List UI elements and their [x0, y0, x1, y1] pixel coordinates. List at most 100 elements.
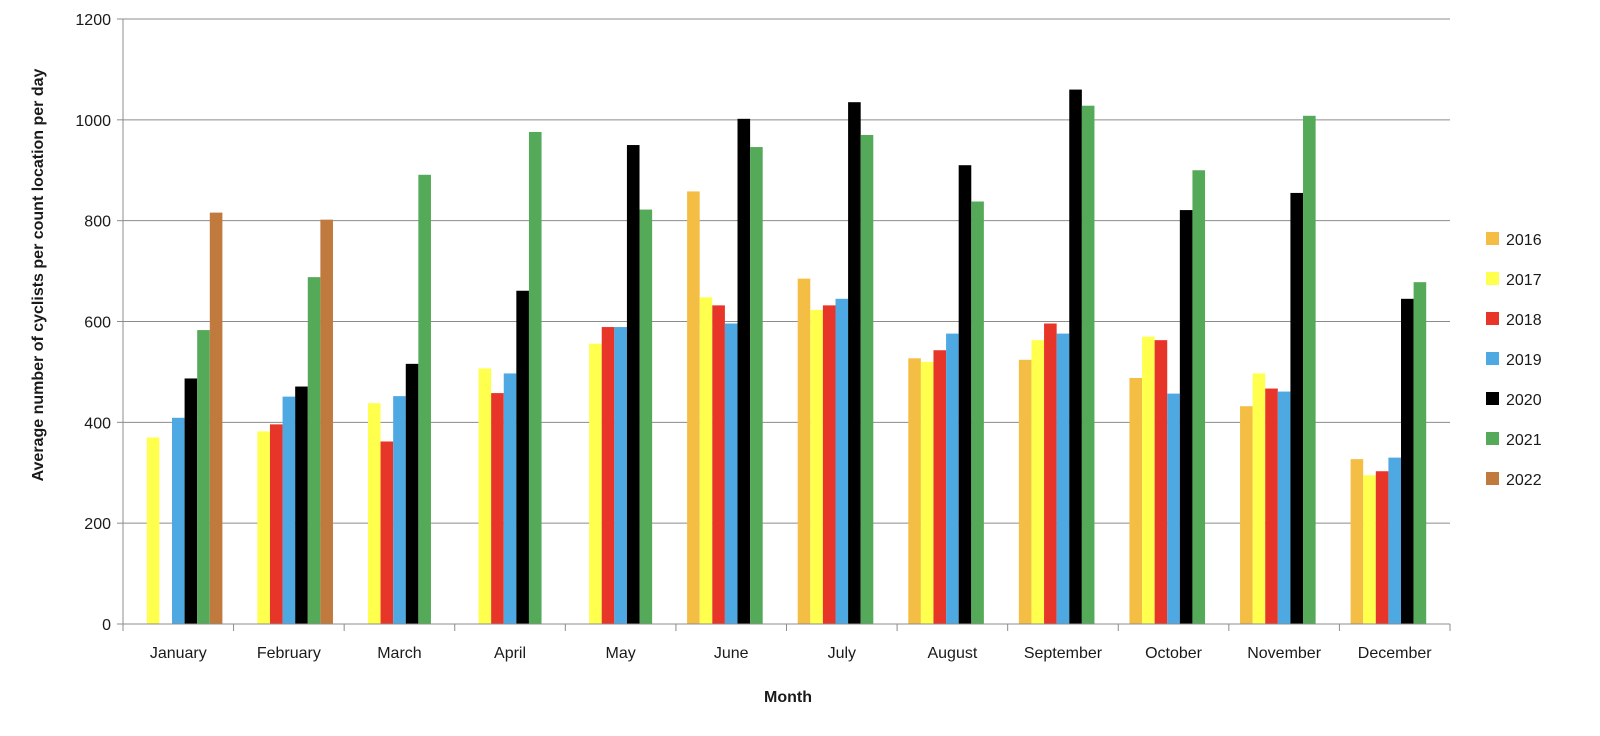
legend-label-2017: 2017: [1506, 272, 1542, 289]
bar-2017-december: [1363, 475, 1376, 624]
legend-swatch-2020: [1486, 392, 1499, 405]
bar-2021-september: [1081, 105, 1095, 624]
bar-2018-february: [269, 424, 283, 624]
bar-2018-june: [712, 305, 725, 624]
bar-2019-april: [503, 373, 517, 624]
bar-2021-may: [639, 209, 653, 624]
bar-2020-may: [626, 145, 640, 624]
bar-2020-february: [295, 386, 308, 624]
legend-swatch-2017: [1486, 272, 1499, 285]
bar-2018-august: [933, 350, 947, 624]
legend-swatch-2019: [1486, 352, 1499, 365]
x-tick-label: October: [1145, 645, 1203, 662]
bar-2017-january: [146, 437, 160, 624]
bar-2019-june: [724, 323, 738, 624]
legend-swatch-2018: [1486, 312, 1499, 325]
bar-2020-march: [405, 363, 419, 624]
legend-swatch-2016: [1486, 232, 1499, 245]
x-tick-label: July: [828, 645, 856, 662]
bar-2019-september: [1056, 333, 1070, 624]
legend-label-2021: 2021: [1506, 432, 1542, 449]
bar-2021-february: [307, 277, 321, 624]
bar-2018-september: [1044, 323, 1057, 624]
bar-2016-july: [797, 278, 811, 624]
legend-swatch-2021: [1486, 432, 1499, 445]
bar-2021-january: [197, 330, 210, 624]
legend-swatch-2022: [1486, 472, 1499, 485]
bar-2020-october: [1179, 210, 1193, 624]
gridlines: [123, 18, 1450, 524]
bar-2020-april: [516, 290, 529, 624]
x-tick-label: January: [150, 645, 207, 662]
bar-2017-march: [367, 403, 381, 624]
bar-2019-november: [1277, 391, 1291, 624]
bar-2019-may: [614, 327, 627, 624]
bar-2019-december: [1388, 457, 1402, 624]
bar-2018-november: [1265, 388, 1278, 624]
bar-2018-december: [1375, 471, 1389, 624]
y-tick-labels: 0 200 400 600 800 1000 1200: [75, 12, 111, 634]
x-tick-label: May: [606, 645, 636, 662]
legend-label-2016: 2016: [1506, 232, 1542, 249]
x-tick-label: September: [1024, 645, 1103, 662]
bar-2018-may: [601, 327, 615, 624]
y-tick-label: 400: [84, 415, 111, 432]
bar-2017-november: [1252, 373, 1266, 624]
bar-2020-january: [184, 378, 198, 624]
bar-2016-october: [1129, 377, 1143, 624]
legend-label-2022: 2022: [1506, 472, 1542, 489]
bar-2021-march: [418, 174, 431, 624]
x-tick-label: November: [1247, 645, 1321, 662]
bar-2020-december: [1401, 298, 1414, 624]
bar-2017-october: [1142, 336, 1155, 624]
bar-2021-august: [971, 201, 984, 624]
y-tick-label: 800: [84, 214, 111, 231]
y-axis-title: Average number of cyclists per count loc…: [30, 68, 47, 481]
bar-2021-october: [1192, 170, 1206, 624]
x-tick-labels: January February March April May June July Augu…: [150, 645, 1432, 662]
x-tick-label: June: [714, 645, 749, 662]
bar-2019-august: [946, 333, 959, 624]
bar-2016-june: [687, 191, 700, 625]
x-tick-label: April: [494, 645, 526, 662]
bar-2018-april: [491, 393, 504, 624]
bar-2022-january: [209, 212, 223, 624]
bar-2017-february: [257, 431, 270, 624]
bar-2021-july: [860, 134, 874, 625]
bar-2019-march: [393, 396, 406, 624]
x-tick-label: December: [1358, 645, 1432, 662]
bars: [146, 89, 1427, 625]
legend: 2016 2017 2018 2019 2020 2021 2022: [1486, 232, 1542, 489]
y-tick-label: 1200: [75, 12, 111, 29]
bar-2020-june: [737, 118, 751, 624]
bar-2016-december: [1350, 459, 1364, 624]
bar-2021-november: [1303, 115, 1316, 625]
y-tick-label: 200: [84, 516, 111, 533]
bar-2022-february: [320, 219, 333, 625]
bar-2018-october: [1154, 340, 1168, 624]
bar-2021-june: [750, 147, 763, 624]
bar-2017-july: [810, 309, 823, 624]
bar-2019-february: [282, 396, 296, 624]
legend-label-2020: 2020: [1506, 392, 1542, 409]
x-tick-label: March: [377, 645, 421, 662]
bar-2017-june: [699, 297, 713, 624]
bar-2021-april: [528, 131, 542, 624]
bar-2016-september: [1018, 359, 1032, 624]
legend-label-2018: 2018: [1506, 312, 1542, 329]
bar-2019-january: [171, 417, 185, 624]
y-tick-label: 1000: [75, 113, 111, 130]
x-tick-label: February: [257, 645, 321, 662]
bar-2016-august: [908, 358, 921, 624]
bar-2017-april: [478, 368, 492, 624]
y-tick-label: 0: [102, 617, 111, 634]
x-tick-label: August: [927, 645, 977, 662]
bar-2018-march: [380, 441, 394, 624]
y-tick-label: 600: [84, 315, 111, 332]
bar-2017-may: [589, 343, 602, 624]
bar-2021-december: [1413, 282, 1427, 624]
bar-2020-august: [958, 165, 972, 625]
x-axis-title: Month: [764, 689, 812, 706]
bar-2017-september: [1031, 340, 1045, 624]
